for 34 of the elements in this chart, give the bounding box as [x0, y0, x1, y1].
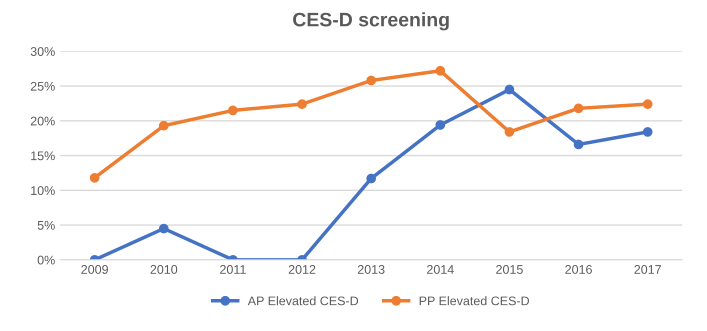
point: [435, 66, 446, 76]
y-tick-label: 30%: [30, 47, 55, 56]
y-tick-label: 0%: [38, 256, 55, 264]
point: [574, 140, 584, 150]
point: [158, 224, 169, 234]
x-tick-label: 2011: [220, 265, 246, 274]
point: [366, 76, 376, 86]
y-tick-label: 10%: [31, 186, 55, 195]
x-tick-label: 2009: [81, 265, 108, 274]
x-tick-label: 2010: [150, 265, 178, 274]
y-tick-label: 25%: [30, 82, 55, 91]
point: [90, 172, 100, 183]
point: [504, 84, 514, 94]
point: [297, 99, 307, 109]
legend-label: AP Elevated CES-D: [248, 296, 358, 306]
y-tick-label: 20%: [30, 116, 55, 126]
point: [504, 127, 514, 137]
x-tick-label: 2015: [496, 265, 523, 274]
point: [366, 174, 376, 184]
point: [158, 120, 169, 131]
point: [574, 103, 584, 114]
point: [642, 127, 653, 137]
point: [642, 99, 653, 109]
point: [228, 106, 238, 116]
legend-label: PP Elevated CES-D: [420, 296, 530, 306]
point: [435, 120, 446, 130]
x-tick-label: 2016: [565, 265, 592, 274]
x-tick-label: 2017: [634, 265, 661, 274]
x-tick-label: 2014: [427, 265, 454, 274]
y-tick-label: 5%: [38, 220, 55, 230]
x-tick-label: 2013: [358, 265, 385, 274]
chart-title: CES-D screening: [293, 12, 449, 30]
x-tick-label: 2012: [288, 265, 316, 274]
y-tick-label: 15%: [31, 151, 55, 160]
